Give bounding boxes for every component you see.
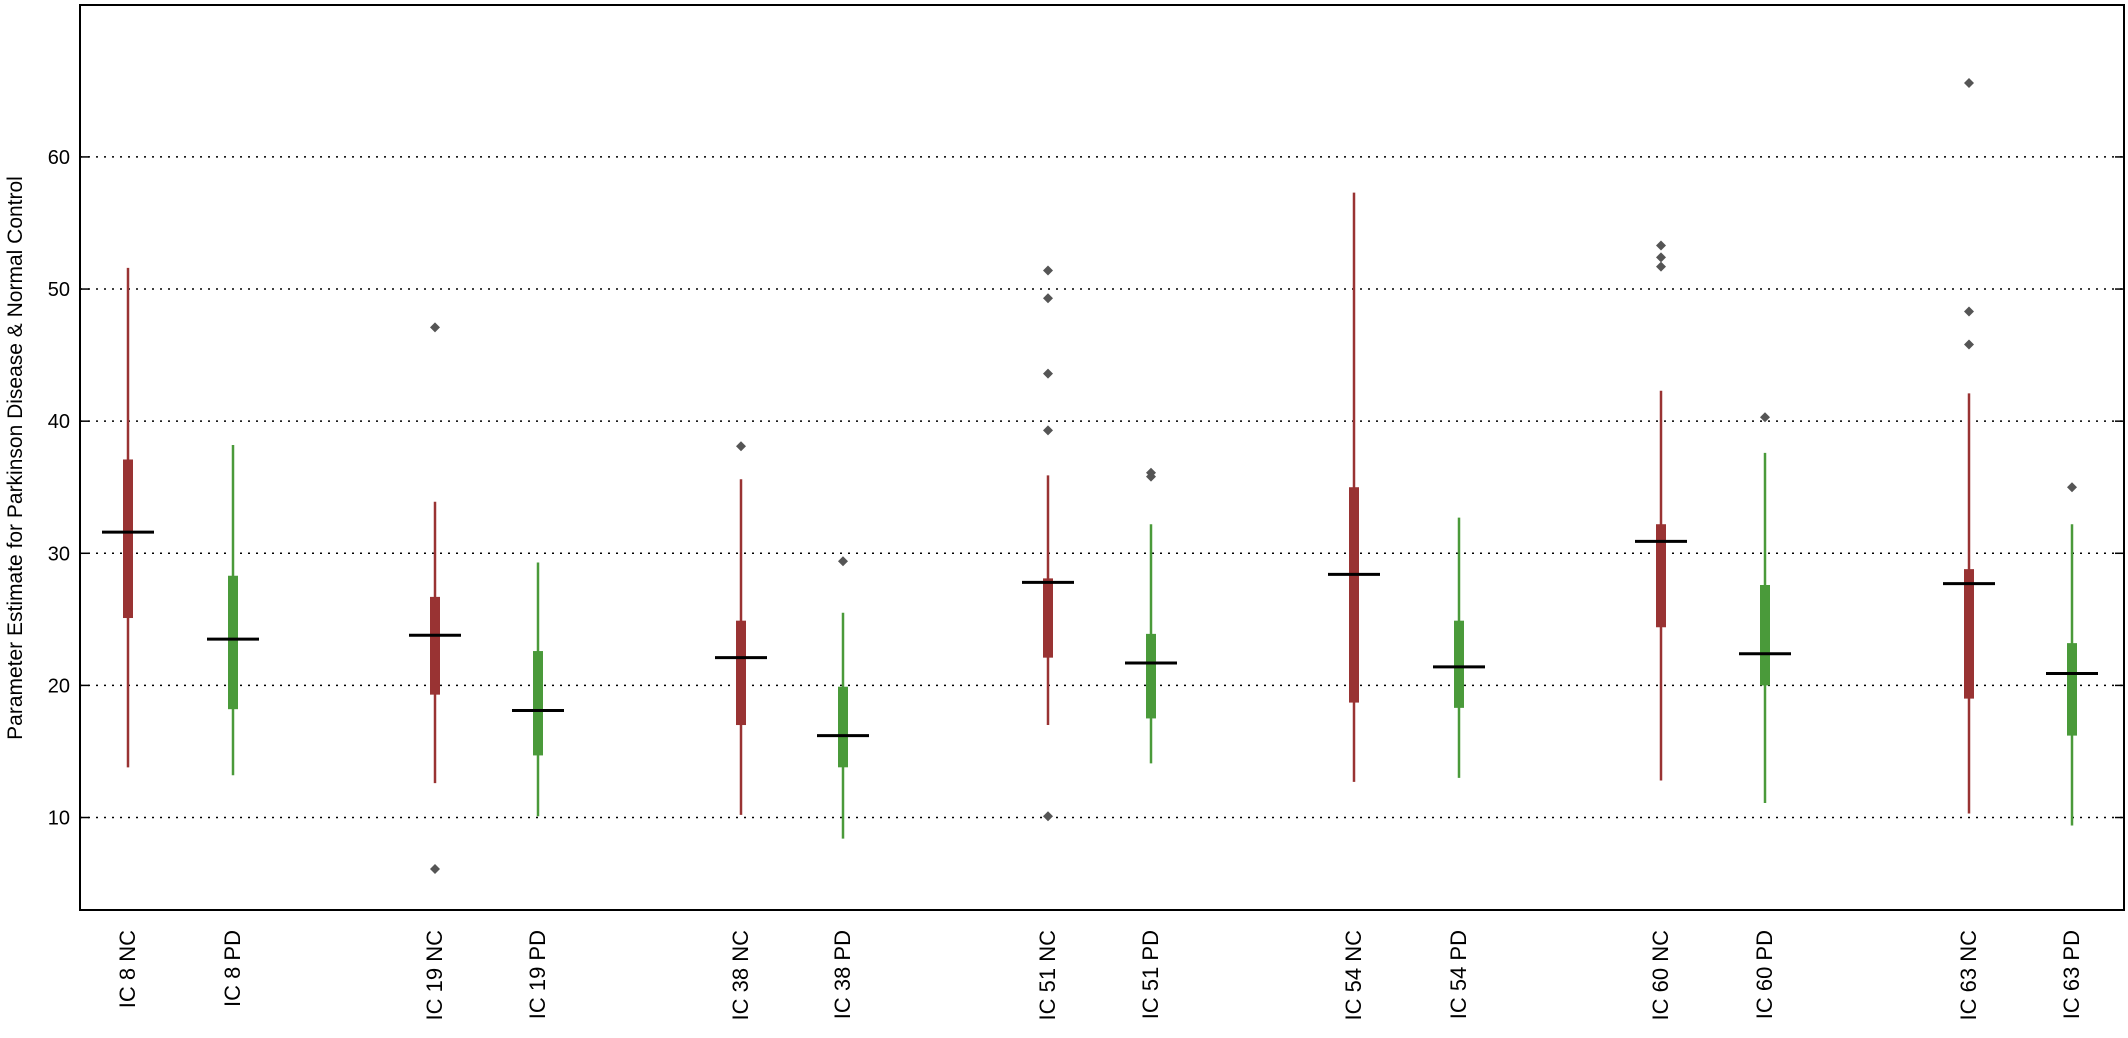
iqr-box — [228, 575, 238, 710]
box-ic-54-nc — [1328, 192, 1380, 782]
iqr-box — [736, 620, 746, 726]
iqr-box — [1964, 569, 1974, 699]
iqr-box — [838, 686, 848, 768]
outlier-point — [1656, 252, 1666, 263]
iqr-box — [533, 651, 543, 756]
iqr-box — [430, 596, 440, 695]
y-tick-label: 40 — [48, 411, 70, 433]
box-ic-60-pd — [1739, 412, 1791, 803]
box-ic-51-pd — [1125, 467, 1177, 764]
box-ic-8-nc — [102, 267, 154, 768]
iqr-box — [1043, 578, 1053, 658]
box-ic-51-nc — [1022, 265, 1074, 822]
outlier-point — [1043, 293, 1053, 304]
box-plots — [102, 77, 2098, 875]
x-category-label: IC 54 NC — [1341, 930, 1366, 1021]
iqr-box — [1656, 524, 1666, 628]
x-category-label: IC 51 NC — [1035, 930, 1060, 1021]
iqr-box — [2067, 643, 2077, 736]
box-ic-54-pd — [1433, 517, 1485, 778]
outlier-point — [1656, 261, 1666, 272]
outlier-point — [1964, 339, 1974, 350]
y-tick-label: 50 — [48, 279, 70, 301]
x-axis-category-labels: IC 8 NC IC 8 PD IC 19 NC IC 19 PD IC 38 NC IC… — [115, 930, 2084, 1021]
plot-frame — [79, 4, 2125, 911]
y-tick-label: 10 — [48, 808, 70, 830]
box-ic-8-pd — [207, 444, 259, 776]
x-category-label: IC 60 PD — [1752, 930, 1777, 1019]
outlier-point — [1043, 368, 1053, 379]
box-ic-19-nc — [409, 322, 461, 875]
box-ic-60-nc — [1635, 240, 1687, 781]
iqr-box — [1349, 487, 1359, 703]
x-category-label: IC 63 PD — [2059, 930, 2084, 1019]
x-category-label: IC 19 PD — [525, 930, 550, 1019]
x-category-label: IC 54 PD — [1446, 930, 1471, 1019]
x-category-label: IC 38 NC — [728, 930, 753, 1021]
outlier-point — [1964, 306, 1974, 317]
outlier-point — [430, 322, 440, 333]
box-ic-38-nc — [715, 441, 767, 815]
y-tick-label: 60 — [48, 147, 70, 169]
outlier-point — [1964, 77, 1974, 88]
outlier-point — [1146, 467, 1156, 478]
box-ic-63-pd — [2046, 482, 2098, 826]
x-category-label: IC 63 NC — [1956, 930, 1981, 1021]
outlier-point — [1760, 412, 1770, 423]
outlier-point — [1043, 425, 1053, 436]
outlier-point — [1043, 811, 1053, 822]
x-category-label: IC 60 NC — [1648, 930, 1673, 1021]
iqr-box — [1760, 584, 1770, 686]
box-ic-38-pd — [817, 556, 869, 839]
outlier-point — [838, 556, 848, 567]
box-ic-19-pd — [512, 562, 564, 817]
grid-lines — [80, 156, 2124, 819]
x-category-label: IC 19 NC — [422, 930, 447, 1021]
box-ic-63-nc — [1943, 77, 1995, 814]
y-tick-label: 20 — [48, 675, 70, 697]
x-category-label: IC 8 NC — [115, 930, 140, 1008]
iqr-box — [1146, 633, 1156, 719]
y-axis-ticks: 10 20 30 40 50 60 — [48, 147, 2124, 830]
x-category-label: IC 38 PD — [830, 930, 855, 1019]
outlier-point — [430, 864, 440, 875]
iqr-box — [123, 459, 133, 619]
outlier-point — [736, 441, 746, 452]
x-category-label: IC 8 PD — [220, 930, 245, 1007]
y-axis-label: Parameter Estimate for Parkinson Disease… — [4, 176, 27, 740]
x-category-label: IC 51 PD — [1138, 930, 1163, 1019]
y-tick-label: 30 — [48, 543, 70, 565]
outlier-point — [2067, 482, 2077, 493]
outlier-point — [1656, 240, 1666, 251]
outlier-point — [1043, 265, 1053, 276]
iqr-box — [1454, 620, 1464, 708]
